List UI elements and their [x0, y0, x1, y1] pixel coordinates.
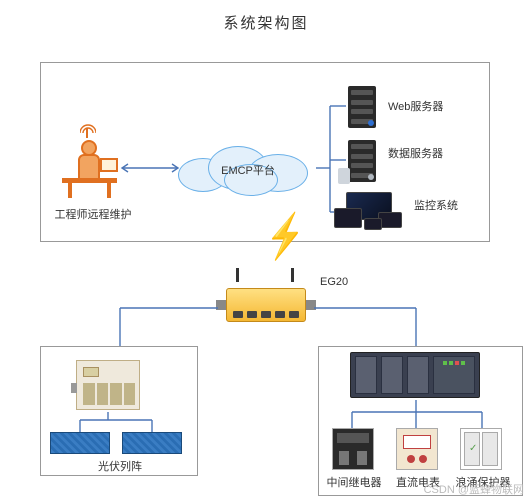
engineer-label: 工程师远程维护: [48, 206, 138, 222]
gateway-label: EG20: [320, 276, 360, 288]
gateway-icon: [216, 280, 316, 330]
lightning-icon: ⚡: [266, 210, 304, 262]
diagram-title: 系统架构图: [0, 12, 532, 33]
cloud-label: EMCP平台: [218, 162, 278, 178]
protector-icon: ✓: [460, 428, 502, 470]
web-server-icon: [348, 86, 376, 128]
engineer-icon: [62, 140, 117, 198]
web-server-label: Web服务器: [388, 98, 458, 114]
pv-panel-icon: [122, 432, 182, 454]
relay-label: 中间继电器: [324, 474, 384, 490]
cloud-icon: EMCP平台: [178, 140, 318, 200]
watermark: CSDN @蓝蜂物联网: [424, 481, 524, 497]
data-server-icon: [348, 140, 376, 182]
data-server-label: 数据服务器: [388, 148, 458, 160]
pv-combiner-icon: [76, 360, 140, 410]
relay-icon: [332, 428, 374, 470]
meter-icon: [396, 428, 438, 470]
plc-icon: [350, 352, 480, 398]
pv-array-label: 光伏列阵: [90, 458, 150, 474]
db-cylinder-icon: [338, 168, 350, 184]
monitor-label: 监控系统: [414, 200, 464, 212]
monitor-icon: [334, 192, 404, 232]
pv-panel-icon: [50, 432, 110, 454]
